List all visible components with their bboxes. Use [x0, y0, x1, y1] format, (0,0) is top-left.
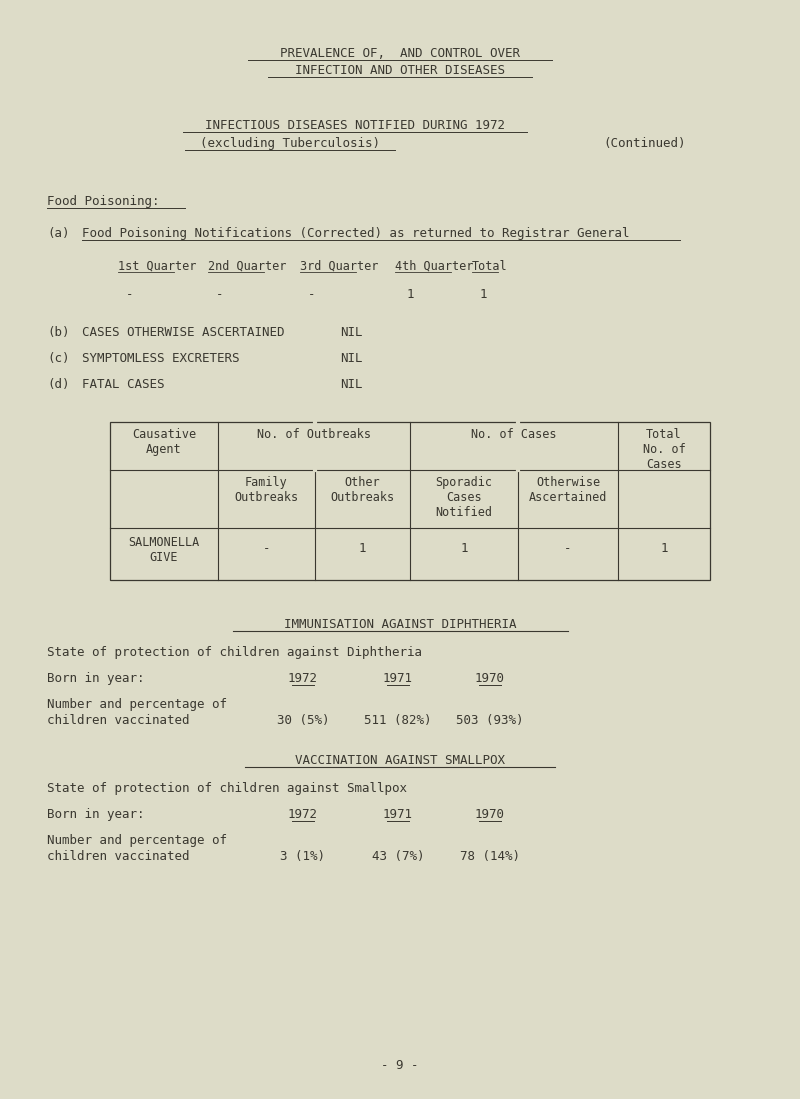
Text: -: -: [262, 543, 270, 555]
Text: 1972: 1972: [288, 808, 318, 821]
Text: Other
Outbreaks: Other Outbreaks: [330, 476, 394, 504]
Text: 1970: 1970: [475, 808, 505, 821]
Text: 1970: 1970: [475, 671, 505, 685]
Text: No. of Cases: No. of Cases: [471, 428, 557, 441]
Text: 30 (5%): 30 (5%): [277, 714, 330, 728]
Text: (a): (a): [47, 227, 70, 240]
Text: (b): (b): [47, 326, 70, 338]
Text: 2nd Quarter: 2nd Quarter: [208, 260, 286, 273]
Text: SYMPTOMLESS EXCRETERS: SYMPTOMLESS EXCRETERS: [82, 352, 239, 365]
Text: VACCINATION AGAINST SMALLPOX: VACCINATION AGAINST SMALLPOX: [295, 754, 505, 767]
Text: 43 (7%): 43 (7%): [372, 850, 424, 863]
Text: Born in year:: Born in year:: [47, 671, 145, 685]
Text: children vaccinated: children vaccinated: [47, 850, 190, 863]
Text: PREVALENCE OF,  AND CONTROL OVER: PREVALENCE OF, AND CONTROL OVER: [280, 47, 520, 60]
Text: 1972: 1972: [288, 671, 318, 685]
Text: No. of Outbreaks: No. of Outbreaks: [257, 428, 371, 441]
Text: Total: Total: [472, 260, 508, 273]
Text: 1: 1: [660, 543, 668, 555]
Text: -: -: [308, 288, 316, 301]
Text: NIL: NIL: [340, 326, 362, 338]
Text: (d): (d): [47, 378, 70, 391]
Text: NIL: NIL: [340, 378, 362, 391]
Text: Causative
Agent: Causative Agent: [132, 428, 196, 456]
Text: NIL: NIL: [340, 352, 362, 365]
Text: (c): (c): [47, 352, 70, 365]
Text: -: -: [126, 288, 134, 301]
Text: Food Poisoning Notifications (Corrected) as returned to Registrar General: Food Poisoning Notifications (Corrected)…: [82, 227, 630, 240]
Text: 3 (1%): 3 (1%): [281, 850, 326, 863]
Text: 78 (14%): 78 (14%): [460, 850, 520, 863]
Text: State of protection of children against Diphtheria: State of protection of children against …: [47, 646, 422, 659]
Text: 3rd Quarter: 3rd Quarter: [300, 260, 378, 273]
Text: 1: 1: [479, 288, 486, 301]
Text: State of protection of children against Smallpox: State of protection of children against …: [47, 782, 407, 795]
Text: Family
Outbreaks: Family Outbreaks: [234, 476, 298, 504]
Text: 1971: 1971: [383, 671, 413, 685]
Text: -: -: [216, 288, 224, 301]
Text: children vaccinated: children vaccinated: [47, 714, 190, 728]
Text: INFECTIOUS DISEASES NOTIFIED DURING 1972: INFECTIOUS DISEASES NOTIFIED DURING 1972: [205, 119, 505, 132]
Text: Number and percentage of: Number and percentage of: [47, 834, 227, 847]
Text: Born in year:: Born in year:: [47, 808, 145, 821]
Text: 1: 1: [358, 543, 366, 555]
Text: (excluding Tuberculosis): (excluding Tuberculosis): [200, 137, 380, 149]
Text: 1971: 1971: [383, 808, 413, 821]
Bar: [110, 422, 710, 580]
Text: 1: 1: [406, 288, 414, 301]
Text: Sporadic
Cases
Notified: Sporadic Cases Notified: [435, 476, 493, 519]
Text: Number and percentage of: Number and percentage of: [47, 698, 227, 711]
Text: Otherwise
Ascertained: Otherwise Ascertained: [529, 476, 607, 504]
Text: (Continued): (Continued): [604, 137, 686, 149]
Text: Total
No. of
Cases: Total No. of Cases: [642, 428, 686, 471]
Text: SALMONELLA
GIVE: SALMONELLA GIVE: [128, 536, 200, 564]
Text: 4th Quarter: 4th Quarter: [395, 260, 474, 273]
Text: 503 (93%): 503 (93%): [456, 714, 524, 728]
Text: 1: 1: [460, 543, 468, 555]
Text: FATAL CASES: FATAL CASES: [82, 378, 165, 391]
Text: CASES OTHERWISE ASCERTAINED: CASES OTHERWISE ASCERTAINED: [82, 326, 285, 338]
Text: - 9 -: - 9 -: [382, 1059, 418, 1072]
Text: 511 (82%): 511 (82%): [364, 714, 432, 728]
Text: IMMUNISATION AGAINST DIPHTHERIA: IMMUNISATION AGAINST DIPHTHERIA: [284, 618, 516, 631]
Text: Food Poisoning:: Food Poisoning:: [47, 195, 159, 208]
Text: -: -: [564, 543, 572, 555]
Text: INFECTION AND OTHER DISEASES: INFECTION AND OTHER DISEASES: [295, 64, 505, 77]
Text: 1st Quarter: 1st Quarter: [118, 260, 196, 273]
